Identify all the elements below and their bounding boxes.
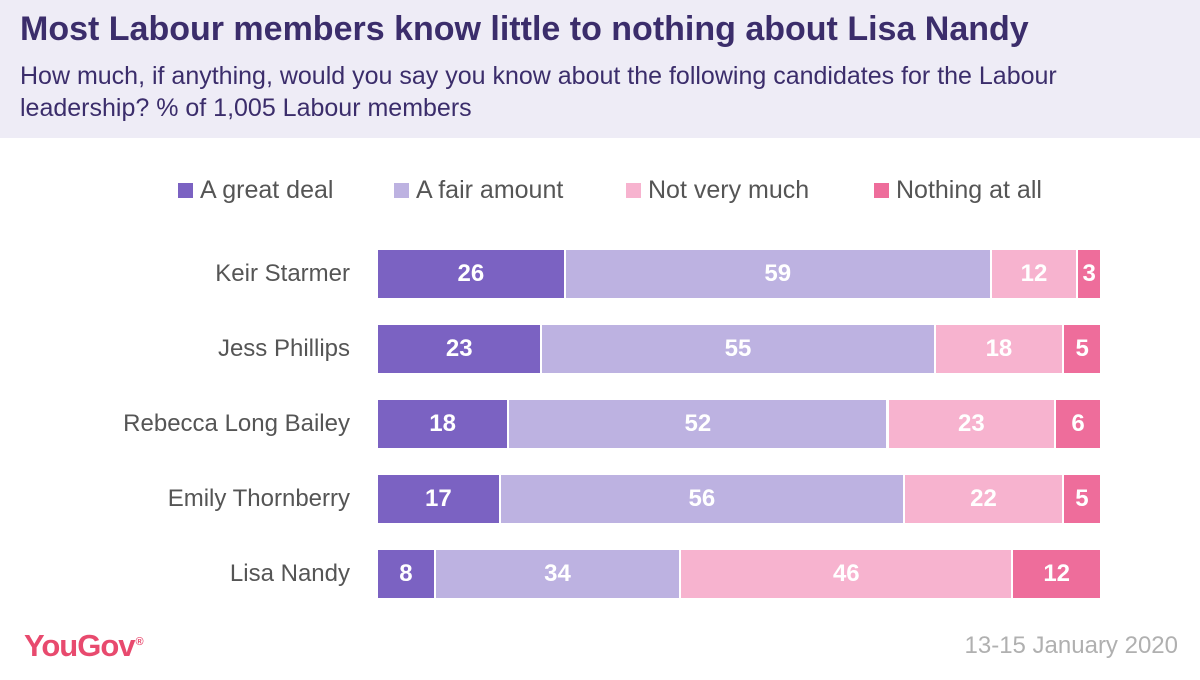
bar-segment: 23 (378, 325, 543, 373)
data-label: 52 (684, 410, 712, 437)
header-banner: Most Labour members know little to nothi… (0, 0, 1200, 138)
bar-segment: 12 (991, 250, 1079, 298)
category-label: Jess Phillips (217, 335, 350, 362)
data-label: 12 (1043, 560, 1071, 587)
data-label: 3 (1082, 260, 1096, 287)
legend-item: A great deal (178, 176, 333, 205)
bar-segment: 22 (905, 475, 1064, 523)
legend: A great deal A fair amount Not very much No… (0, 176, 1200, 210)
bar-segment: 12 (1013, 550, 1100, 598)
bar-segment: 52 (509, 400, 889, 448)
legend-item: A fair amount (394, 176, 563, 205)
bar-row: 18 52 23 6 (378, 400, 1100, 448)
data-label: 59 (764, 260, 792, 287)
bar-segment: 5 (1064, 325, 1100, 373)
category-label: Lisa Nandy (229, 560, 350, 587)
data-label: 26 (457, 260, 485, 287)
legend-item: Not very much (626, 176, 809, 205)
chart-subtitle: How much, if anything, would you say you… (20, 62, 1057, 122)
bar-segment: 34 (435, 550, 682, 598)
bar-segment: 8 (378, 550, 436, 598)
data-label: 23 (445, 335, 473, 362)
logo-text: YouGov (24, 628, 136, 663)
category-label: Emily Thornberry (167, 485, 350, 512)
data-label: 17 (425, 485, 452, 512)
legend-label: Nothing at all (896, 176, 1042, 204)
data-label: 34 (544, 560, 571, 587)
data-label: 8 (399, 560, 413, 587)
logo-registered-mark: ® (135, 635, 144, 648)
data-label: 46 (832, 560, 860, 587)
legend-label: A great deal (200, 176, 334, 204)
bar-row: 23 55 18 5 (378, 325, 1100, 373)
legend-swatch (626, 183, 641, 198)
data-label: 23 (958, 410, 985, 437)
data-label: 22 (970, 485, 997, 512)
data-label: 6 (1071, 410, 1085, 437)
bar-segment: 56 (500, 475, 906, 523)
data-label: 56 (688, 485, 716, 512)
bar-segment: 18 (378, 400, 510, 448)
bar-segment: 6 (1056, 400, 1100, 448)
data-label: 18 (985, 335, 1013, 362)
legend-label: A fair amount (416, 176, 564, 204)
bar-row: 17 56 22 5 (378, 475, 1100, 523)
bar-row: 26 59 12 3 (378, 250, 1100, 298)
category-label: Rebecca Long Bailey (123, 410, 350, 437)
data-label: 12 (1020, 260, 1048, 287)
bar-segment: 46 (681, 550, 1014, 598)
chart-title: Most Labour members know little to nothi… (20, 10, 1029, 48)
data-label: 5 (1075, 335, 1089, 362)
bar-segment: 3 (1078, 250, 1100, 298)
bar-segment: 23 (888, 400, 1057, 448)
legend-swatch (178, 183, 193, 198)
data-label: 55 (724, 335, 752, 362)
bar-segment: 59 (565, 250, 992, 298)
bar-segment: 55 (542, 325, 936, 373)
category-label: Keir Starmer (215, 260, 350, 287)
legend-swatch (874, 183, 889, 198)
legend-label: Not very much (648, 176, 810, 204)
yougov-logo: YouGov® (24, 628, 144, 664)
bar-row: 8 34 46 12 (378, 550, 1100, 598)
legend-swatch (394, 183, 409, 198)
bar-segment: 5 (1063, 475, 1100, 523)
bar-segment: 17 (378, 475, 501, 523)
bar-segment: 18 (935, 325, 1065, 373)
data-label: 5 (1075, 485, 1089, 512)
bar-segment: 26 (378, 250, 566, 298)
data-label: 18 (429, 410, 456, 437)
stacked-bar-chart: Keir Starmer 26 59 12 3 Jess Phillips 23 55 18 5 R… (0, 240, 1200, 620)
legend-item: Nothing at all (874, 176, 1042, 205)
survey-date: 13-15 January 2020 (964, 632, 1179, 659)
